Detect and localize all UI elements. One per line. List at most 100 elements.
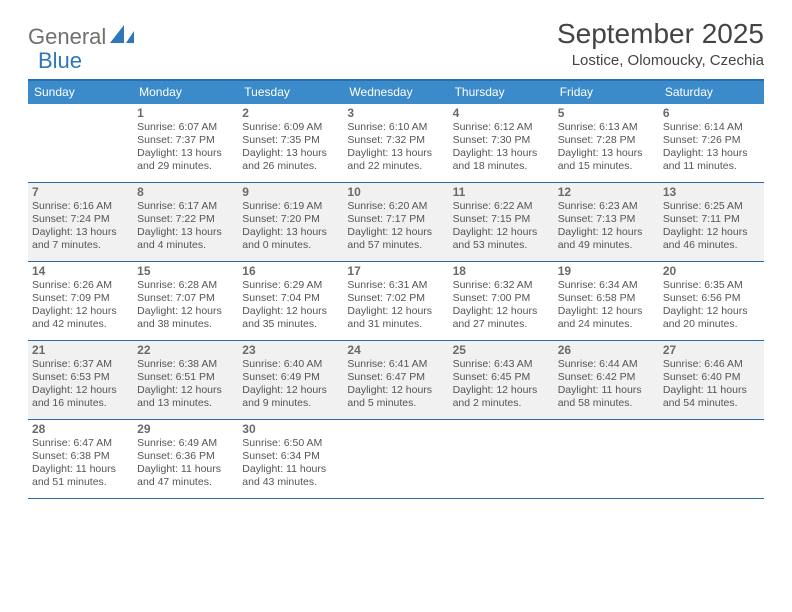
day-cell: 17Sunrise: 6:31 AMSunset: 7:02 PMDayligh…: [343, 262, 448, 340]
day-number: 28: [32, 422, 129, 436]
day-info-line: Daylight: 12 hours: [347, 226, 444, 239]
day-info-line: Sunrise: 6:12 AM: [453, 121, 550, 134]
day-number: 15: [137, 264, 234, 278]
day-cell: 16Sunrise: 6:29 AMSunset: 7:04 PMDayligh…: [238, 262, 343, 340]
day-info-line: Daylight: 11 hours: [32, 463, 129, 476]
day-info-line: Daylight: 13 hours: [137, 147, 234, 160]
day-cell: 25Sunrise: 6:43 AMSunset: 6:45 PMDayligh…: [449, 341, 554, 419]
day-info-line: Daylight: 12 hours: [32, 305, 129, 318]
day-cell: 4Sunrise: 6:12 AMSunset: 7:30 PMDaylight…: [449, 104, 554, 182]
day-cell: [659, 420, 764, 498]
day-number: 10: [347, 185, 444, 199]
day-info-line: Sunrise: 6:25 AM: [663, 200, 760, 213]
day-number: 30: [242, 422, 339, 436]
day-number: 12: [558, 185, 655, 199]
day-number: 17: [347, 264, 444, 278]
day-info-line: Sunrise: 6:29 AM: [242, 279, 339, 292]
day-info-line: Sunset: 7:35 PM: [242, 134, 339, 147]
day-info-line: and 58 minutes.: [558, 397, 655, 410]
day-info-line: Sunset: 7:02 PM: [347, 292, 444, 305]
day-info-line: Sunrise: 6:49 AM: [137, 437, 234, 450]
day-info-line: Sunrise: 6:38 AM: [137, 358, 234, 371]
weekday-header: Saturday: [659, 81, 764, 104]
day-info-line: Daylight: 13 hours: [32, 226, 129, 239]
weekday-header: Monday: [133, 81, 238, 104]
day-cell: 27Sunrise: 6:46 AMSunset: 6:40 PMDayligh…: [659, 341, 764, 419]
day-cell: 13Sunrise: 6:25 AMSunset: 7:11 PMDayligh…: [659, 183, 764, 261]
day-info-line: Sunrise: 6:44 AM: [558, 358, 655, 371]
day-info-line: Sunset: 6:51 PM: [137, 371, 234, 384]
day-info-line: Sunrise: 6:34 AM: [558, 279, 655, 292]
day-info-line: and 4 minutes.: [137, 239, 234, 252]
day-cell: 12Sunrise: 6:23 AMSunset: 7:13 PMDayligh…: [554, 183, 659, 261]
day-info-line: and 16 minutes.: [32, 397, 129, 410]
day-info-line: Sunset: 7:28 PM: [558, 134, 655, 147]
day-number: 20: [663, 264, 760, 278]
day-number: 14: [32, 264, 129, 278]
day-info-line: Daylight: 12 hours: [663, 226, 760, 239]
day-info-line: Daylight: 12 hours: [453, 384, 550, 397]
day-cell: 22Sunrise: 6:38 AMSunset: 6:51 PMDayligh…: [133, 341, 238, 419]
day-info-line: Sunrise: 6:37 AM: [32, 358, 129, 371]
day-cell: [28, 104, 133, 182]
week-row: 14Sunrise: 6:26 AMSunset: 7:09 PMDayligh…: [28, 262, 764, 341]
day-info-line: Sunrise: 6:28 AM: [137, 279, 234, 292]
weeks-container: 1Sunrise: 6:07 AMSunset: 7:37 PMDaylight…: [28, 104, 764, 499]
day-info-line: Daylight: 12 hours: [453, 305, 550, 318]
day-number: 21: [32, 343, 129, 357]
title-block: September 2025 Lostice, Olomoucky, Czech…: [557, 18, 764, 69]
logo-sail-icon: [110, 25, 136, 50]
day-cell: 20Sunrise: 6:35 AMSunset: 6:56 PMDayligh…: [659, 262, 764, 340]
day-cell: 26Sunrise: 6:44 AMSunset: 6:42 PMDayligh…: [554, 341, 659, 419]
day-number: 6: [663, 106, 760, 120]
day-number: 13: [663, 185, 760, 199]
day-info-line: and 43 minutes.: [242, 476, 339, 489]
day-info-line: Sunrise: 6:40 AM: [242, 358, 339, 371]
day-cell: 3Sunrise: 6:10 AMSunset: 7:32 PMDaylight…: [343, 104, 448, 182]
day-info-line: Sunset: 7:32 PM: [347, 134, 444, 147]
day-info-line: Daylight: 11 hours: [137, 463, 234, 476]
weekday-header: Tuesday: [238, 81, 343, 104]
day-info-line: Sunset: 6:42 PM: [558, 371, 655, 384]
day-info-line: Daylight: 11 hours: [663, 384, 760, 397]
day-info-line: Daylight: 13 hours: [347, 147, 444, 160]
day-number: 3: [347, 106, 444, 120]
day-info-line: Daylight: 12 hours: [558, 305, 655, 318]
day-cell: 28Sunrise: 6:47 AMSunset: 6:38 PMDayligh…: [28, 420, 133, 498]
day-info-line: Sunrise: 6:31 AM: [347, 279, 444, 292]
day-cell: 8Sunrise: 6:17 AMSunset: 7:22 PMDaylight…: [133, 183, 238, 261]
day-number: 24: [347, 343, 444, 357]
day-info-line: Sunrise: 6:22 AM: [453, 200, 550, 213]
day-cell: 6Sunrise: 6:14 AMSunset: 7:26 PMDaylight…: [659, 104, 764, 182]
day-cell: 29Sunrise: 6:49 AMSunset: 6:36 PMDayligh…: [133, 420, 238, 498]
day-info-line: Sunrise: 6:10 AM: [347, 121, 444, 134]
day-info-line: Daylight: 12 hours: [663, 305, 760, 318]
day-cell: 18Sunrise: 6:32 AMSunset: 7:00 PMDayligh…: [449, 262, 554, 340]
day-info-line: Sunset: 6:40 PM: [663, 371, 760, 384]
day-info-line: Sunset: 6:53 PM: [32, 371, 129, 384]
day-info-line: Sunrise: 6:19 AM: [242, 200, 339, 213]
day-number: 27: [663, 343, 760, 357]
day-info-line: Sunset: 7:00 PM: [453, 292, 550, 305]
day-info-line: Sunrise: 6:23 AM: [558, 200, 655, 213]
day-number: 26: [558, 343, 655, 357]
day-info-line: Daylight: 13 hours: [558, 147, 655, 160]
day-info-line: Sunset: 6:56 PM: [663, 292, 760, 305]
day-info-line: Sunrise: 6:09 AM: [242, 121, 339, 134]
day-info-line: Sunrise: 6:43 AM: [453, 358, 550, 371]
day-cell: 30Sunrise: 6:50 AMSunset: 6:34 PMDayligh…: [238, 420, 343, 498]
day-info-line: and 22 minutes.: [347, 160, 444, 173]
day-info-line: Sunset: 6:49 PM: [242, 371, 339, 384]
logo-text-general: General: [28, 24, 106, 50]
day-info-line: Sunset: 6:45 PM: [453, 371, 550, 384]
day-cell: [343, 420, 448, 498]
day-info-line: and 31 minutes.: [347, 318, 444, 331]
day-info-line: and 49 minutes.: [558, 239, 655, 252]
page: General September 2025 Lostice, Olomouck…: [0, 0, 792, 499]
day-info-line: and 11 minutes.: [663, 160, 760, 173]
weekday-header: Sunday: [28, 81, 133, 104]
weekday-header: Thursday: [449, 81, 554, 104]
day-info-line: and 42 minutes.: [32, 318, 129, 331]
week-row: 1Sunrise: 6:07 AMSunset: 7:37 PMDaylight…: [28, 104, 764, 183]
logo-text-blue: Blue: [38, 48, 82, 73]
